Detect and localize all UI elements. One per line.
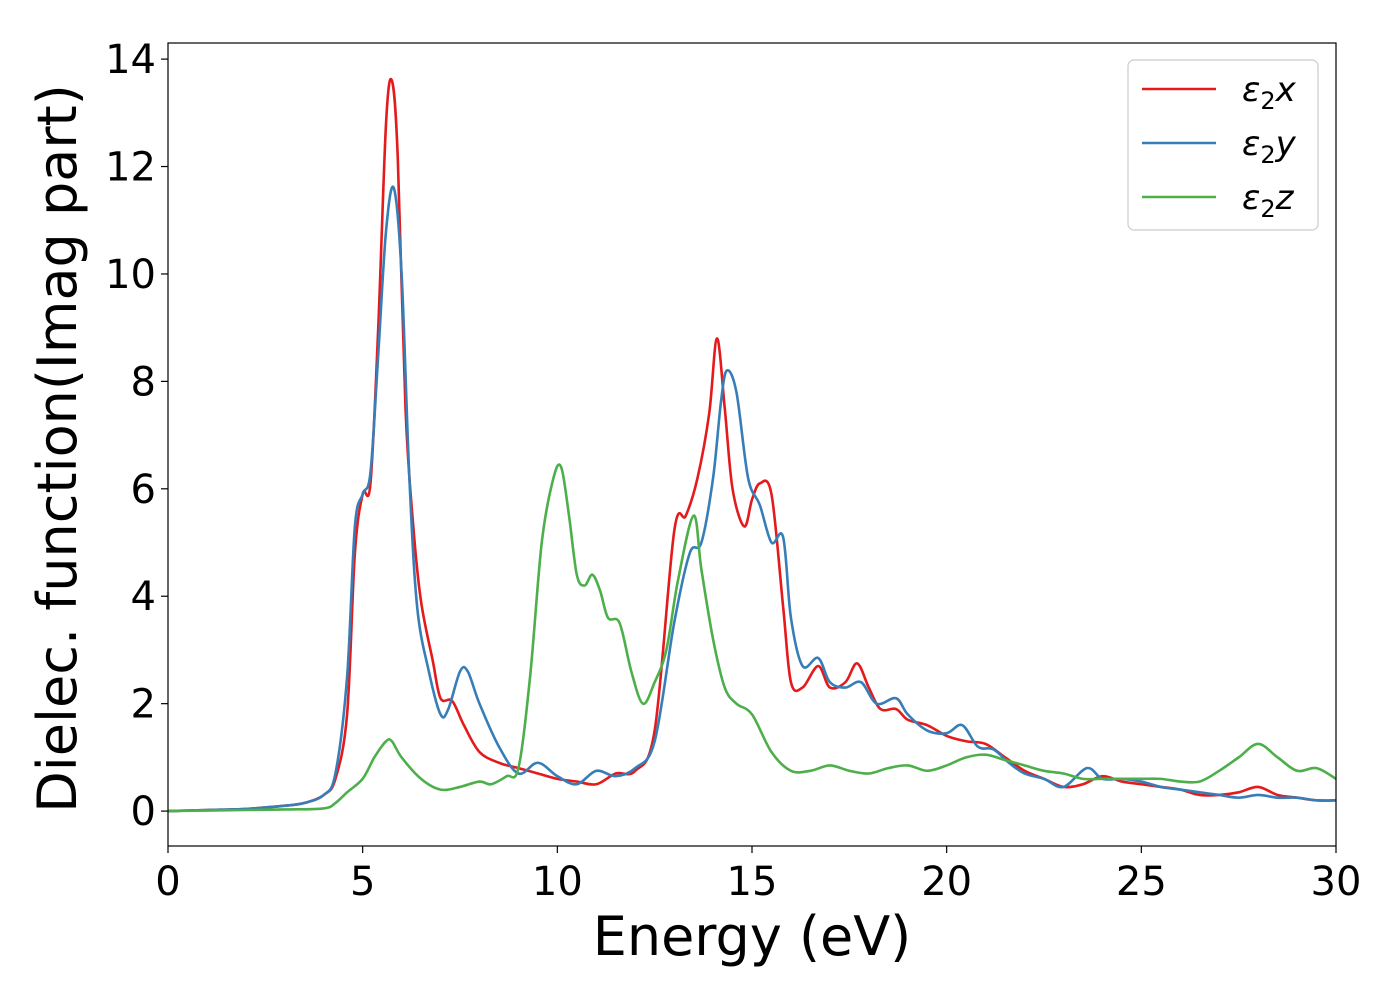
y-tick-label: 4 [131,574,156,620]
legend: ε2x ε2y ε2z [1127,59,1319,231]
y-axis: 0 2 4 6 8 10 12 14 [105,37,168,835]
y-axis-title: Dielec. function(Imag part) [26,84,89,813]
x-tick-label: 0 [155,859,180,905]
legend-label-y: ε2y [1242,124,1297,169]
x-tick-label: 15 [727,859,778,905]
x-tick-label: 30 [1311,859,1362,905]
x-tick-label: 5 [350,859,375,905]
legend-label-z: ε2z [1242,178,1295,223]
x-axis-title: Energy (eV) [593,905,912,968]
series-line-z [168,463,1336,813]
x-axis: 0 5 10 15 20 25 30 [155,846,1361,905]
y-tick-label: 8 [131,359,156,405]
legend-label-x: ε2x [1242,70,1297,115]
series-layer [168,77,1336,813]
y-tick-label: 12 [105,145,156,191]
y-tick-label: 10 [105,252,156,298]
x-tick-label: 10 [532,859,583,905]
x-tick-label: 20 [921,859,972,905]
y-tick-label: 0 [131,789,156,835]
legend-box [1127,59,1319,231]
x-tick-label: 25 [1116,859,1167,905]
y-tick-label: 14 [105,37,156,83]
y-tick-label: 6 [131,467,156,513]
series-line-x [168,77,1336,813]
y-tick-label: 2 [131,682,156,728]
series-line-y [168,185,1336,813]
